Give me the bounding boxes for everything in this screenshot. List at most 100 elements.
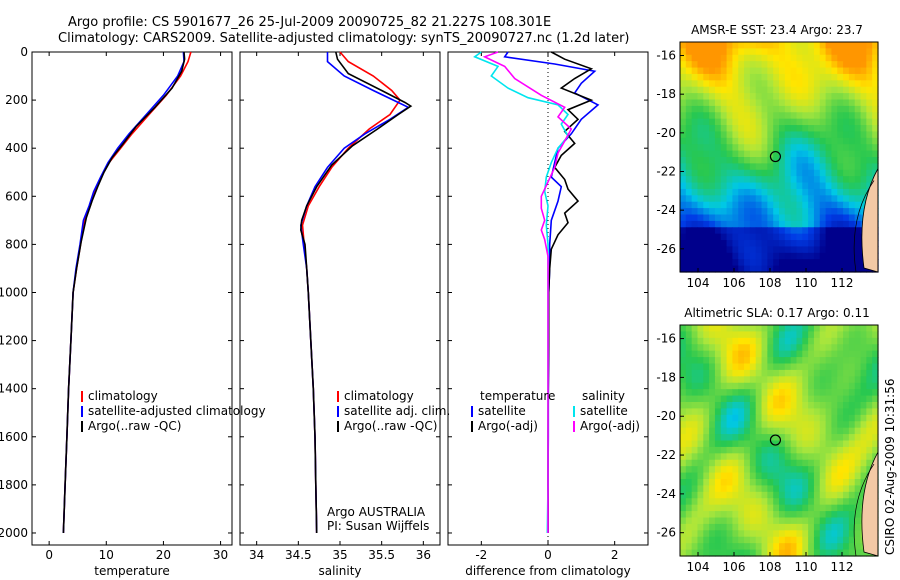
sst_map-heatmap-cell (703, 99, 710, 107)
sla_map-heatmap-cell (825, 530, 833, 538)
sla_map-heatmap-cell (744, 331, 751, 339)
sla_map-heatmap-cell (843, 440, 850, 448)
sla_map-heatmap-cell (837, 543, 844, 551)
sst_map-heatmap-cell (813, 93, 821, 101)
sla_map-heatmap-cell (720, 536, 728, 544)
sla_map-heatmap-cell (808, 440, 815, 448)
sla_map-heatmap-cell (685, 440, 693, 448)
sla_map-heatmap-cell (773, 363, 780, 371)
sla_map-heatmap-cell (860, 408, 867, 416)
sla_map-heatmap-cell (779, 350, 786, 358)
sst_map-heatmap-cell (714, 233, 722, 241)
sla_map-heatmap-cell (837, 434, 844, 442)
sst_map-heatmap-cell (790, 201, 798, 209)
sla_map-heatmap-cell (819, 331, 827, 339)
sst_map-heatmap-cell (796, 61, 803, 69)
sla_map-heatmap-cell (808, 331, 815, 339)
sla_map-heatmap-cell (819, 523, 827, 531)
sla_map-heatmap-cell (843, 479, 850, 487)
sla_map-heatmap-cell (790, 466, 798, 474)
sla_map-heatmap-cell (779, 369, 786, 377)
sla_map-heatmap-cell (854, 331, 862, 339)
sst_map-heatmap-cell (685, 259, 693, 267)
sla_map-heatmap-cell (808, 434, 815, 442)
sla_map-heatmap-cell (703, 543, 710, 551)
sst_map-heatmap-cell (726, 201, 734, 209)
sla_map-heatmap-cell (854, 485, 862, 493)
sla_map-heatmap-cell (685, 517, 693, 525)
sst_map-heatmap-cell (720, 201, 728, 209)
sst_map-heatmap-cell (726, 144, 734, 152)
sla_map-heatmap-cell (872, 402, 879, 410)
sst_map-heatmap-cell (843, 137, 850, 145)
sla_map-heatmap-cell (738, 389, 745, 397)
sst_map-heatmap-cell (685, 227, 693, 235)
sst_map-heatmap-cell (860, 125, 867, 133)
sst_map-heatmap-cell (837, 86, 844, 94)
sla_map-heatmap-cell (831, 427, 838, 435)
sst_map-heatmap-cell (796, 195, 803, 203)
sst_map-heatmap-cell (866, 176, 873, 184)
sst_map-heatmap-cell (843, 67, 850, 75)
sla_map-heatmap-cell (779, 325, 786, 333)
sst_map-heatmap-cell (738, 54, 745, 62)
sst_map-heatmap-cell (685, 61, 693, 69)
sst_map-heatmap-cell (831, 86, 838, 94)
sla_map-heatmap-cell (784, 453, 792, 461)
sla_map-heatmap-cell (843, 395, 850, 403)
sst_map-heatmap-cell (749, 80, 757, 88)
sst_map-heatmap-cell (703, 163, 710, 171)
sst_map-heatmap-cell (860, 99, 867, 107)
sla_map-heatmap-cell (697, 350, 704, 358)
sst_map-heatmap-cell (784, 169, 792, 177)
sla_map-heatmap-cell (819, 466, 827, 474)
sla_map-heatmap-cell (843, 369, 850, 377)
sla_map-heatmap-cell (697, 536, 704, 544)
sst_map-heatmap-cell (784, 112, 792, 120)
sst_map-heatmap-cell (761, 240, 768, 248)
sla_map-heatmap-cell (784, 363, 792, 371)
sla_map-heatmap-cell (802, 466, 809, 474)
sst_map-heatmap-cell (819, 54, 827, 62)
sla_map-heatmap-cell (732, 511, 739, 519)
sla_map-heatmap-cell (808, 479, 815, 487)
sst_map-heatmap-cell (837, 157, 844, 164)
sla_map-heatmap-cell (726, 466, 734, 474)
sst_map-heatmap-cell (720, 125, 728, 133)
sla_map-heatmap-cell (796, 453, 803, 461)
sla_map-heatmap-cell (779, 504, 786, 512)
sst_map-heatmap-cell (773, 131, 780, 139)
sst_map-heatmap-cell (779, 201, 786, 209)
sla_map-heatmap-cell (813, 530, 821, 538)
sst_map-heatmap-cell (831, 259, 838, 267)
sla_map-heatmap-cell (685, 434, 693, 442)
sst_map-heatmap-cell (843, 42, 850, 49)
sla_map-heatmap-cell (761, 434, 768, 442)
sla_map-heatmap-cell (709, 536, 716, 544)
sla_map-heatmap-cell (831, 421, 838, 429)
sla_map-heatmap-cell (767, 331, 774, 339)
sla_map-heatmap-cell (738, 337, 745, 345)
sla_map-heatmap-cell (779, 523, 786, 531)
sla_map-heatmap-cell (755, 408, 763, 416)
sla_map-heatmap-cell (755, 511, 763, 519)
sla_map-heatmap-cell (831, 440, 838, 448)
sla_map-heatmap-cell (697, 453, 704, 461)
sla_map-heatmap-cell (738, 325, 745, 333)
sla_map-heatmap-cell (784, 517, 792, 525)
sst_map-heatmap-cell (755, 73, 763, 81)
sla_map-heatmap-cell (848, 549, 856, 557)
difference-legend-title: temperature (480, 389, 555, 403)
sst_map-heatmap-cell (755, 150, 763, 158)
sla_map-heatmap-cell (720, 408, 728, 416)
sst_map-heatmap-cell (813, 252, 821, 260)
sla_map-heatmap-cell (761, 331, 768, 339)
sst_map-heatmap-cell (819, 265, 827, 273)
sst_map-heatmap-cell (831, 265, 838, 273)
sla_map-heatmap-cell (808, 549, 815, 557)
sst_map-heatmap-cell (755, 105, 763, 113)
sla_map-heatmap-cell (738, 459, 745, 467)
sla_map-heatmap-cell (779, 331, 786, 339)
sst_map-heatmap-cell (703, 42, 710, 49)
sla_map-heatmap-cell (819, 434, 827, 442)
